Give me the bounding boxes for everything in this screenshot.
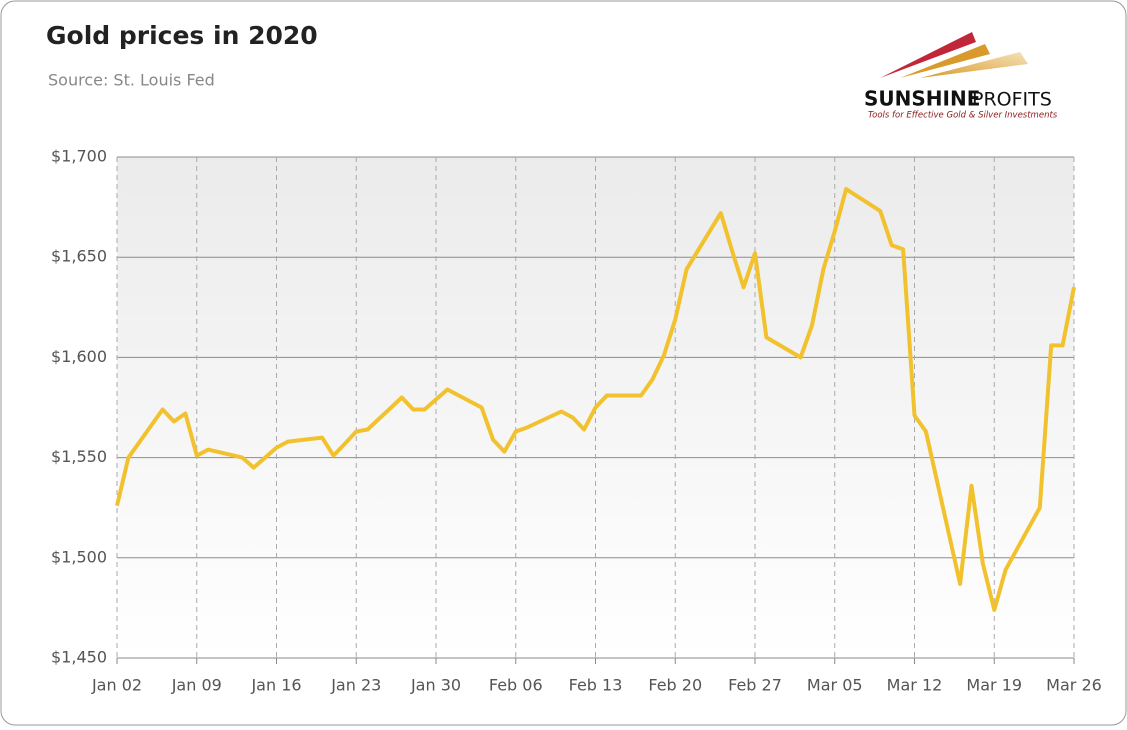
x-tick-label: Jan 09 — [171, 676, 222, 695]
logo-ray — [880, 32, 976, 78]
logo-name: PROFITS — [972, 89, 1052, 111]
x-tick-label: Feb 13 — [569, 676, 623, 695]
x-tick-label: Feb 06 — [489, 676, 543, 695]
chart-subtitle: Source: St. Louis Fed — [48, 71, 215, 90]
y-tick-label: $1,550 — [51, 447, 107, 466]
chart-title: Gold prices in 2020 — [46, 21, 318, 50]
x-tick-label: Jan 16 — [250, 676, 301, 695]
logo-name: SUNSHINE — [864, 87, 980, 111]
logo-ray — [920, 52, 1028, 78]
y-tick-label: $1,700 — [51, 147, 107, 166]
x-tick-label: Mar 12 — [887, 676, 943, 695]
x-tick-label: Mar 19 — [966, 676, 1022, 695]
price-line — [115, 187, 1076, 612]
x-tick-label: Feb 20 — [648, 676, 702, 695]
y-tick-label: $1,450 — [51, 648, 107, 667]
logo-ray — [900, 44, 990, 78]
x-tick-label: Jan 23 — [330, 676, 381, 695]
x-tick-label: Mar 26 — [1046, 676, 1102, 695]
x-tick-label: Feb 27 — [728, 676, 782, 695]
y-tick-label: $1,650 — [51, 247, 107, 266]
x-tick-label: Mar 05 — [807, 676, 863, 695]
y-tick-label: $1,600 — [51, 347, 107, 366]
logo-tagline: Tools for Effective Gold & Silver Invest… — [868, 111, 1058, 121]
y-tick-label: $1,500 — [51, 547, 107, 566]
x-tick-label: Jan 02 — [91, 676, 142, 695]
x-tick-label: Jan 30 — [410, 676, 461, 695]
logo: SUNSHINE PROFITS Tools for Effective Gol… — [864, 32, 1058, 121]
